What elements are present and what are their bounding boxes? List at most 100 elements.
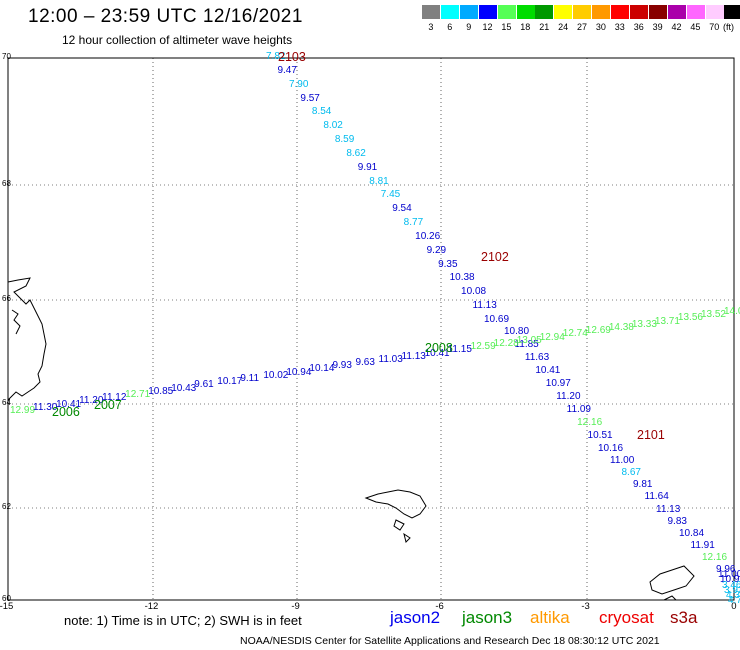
colorbar-label: (ft) [723, 22, 734, 32]
swh-label: 11.63 [524, 352, 550, 363]
colorbar-swatch [592, 5, 611, 19]
swh-label: 7.82 [266, 51, 286, 62]
swh-label: 9.57 [300, 92, 320, 104]
map-frame [7, 57, 735, 601]
y-tick-label: 68 [2, 179, 11, 188]
colorbar-label: 12 [482, 22, 493, 32]
swh-label: 7.90 [288, 78, 309, 90]
swh-label: 10.08 [461, 286, 487, 298]
colorbar-swatch [629, 5, 648, 19]
cycle-label: 2008 [425, 341, 453, 355]
swh-label: 11.13 [401, 350, 426, 362]
swh-label: 12.94 [539, 331, 565, 343]
swh-label: 12.59 [470, 341, 496, 353]
swh-label: 12.16 [702, 552, 728, 563]
colorbar-label: 6 [447, 22, 453, 32]
swh-label: 7.45 [380, 189, 401, 201]
swh-label: 9.63 [355, 357, 375, 369]
swh-label: 11.85 [514, 339, 539, 350]
swh-label: 11.03 [378, 353, 403, 365]
swh-label: 3.92 [724, 584, 740, 596]
swh-label: 14.38 [608, 321, 634, 333]
coastline-iceland [7, 277, 47, 401]
swh-label: 10.85 [148, 385, 174, 397]
legend-entry-altika: altika [530, 608, 570, 627]
swh-label: 12.28 [493, 337, 519, 349]
cycle-label: 2101 [637, 428, 665, 442]
cycle-label: 2007 [94, 398, 122, 412]
colorbar-label: 36 [633, 22, 644, 32]
swh-label: 11.13 [656, 503, 681, 515]
swh-label: 10.94 [286, 366, 312, 378]
swh-label: 11.30 [33, 401, 58, 413]
x-tick-label: 0 [731, 601, 737, 612]
swh-label: 4.3 [726, 589, 740, 601]
swh-label: 10.41 [424, 347, 450, 359]
swh-label: 13.33 [631, 318, 657, 330]
swh-label: 11.12 [102, 392, 127, 404]
swh-label: 10.69 [484, 314, 510, 325]
cycle-label: 2006 [52, 405, 80, 419]
swh-label: 10.16 [598, 443, 624, 454]
swh-label: 8.77 [403, 217, 424, 229]
swh-label: 9.54 [392, 203, 412, 215]
colorbar-label: 33 [614, 22, 625, 32]
swh-label: 9.11 [240, 373, 260, 385]
swh-label: 8.67 [621, 467, 641, 479]
swh-label: 12.74 [562, 328, 588, 340]
swh-label: 9.81 [633, 479, 653, 491]
graticule [8, 58, 734, 600]
y-tick-label: 62 [2, 502, 11, 511]
y-tick-label: 64 [2, 398, 11, 407]
colorbar-swatch [648, 5, 667, 19]
colorbar-swatch [459, 5, 478, 19]
swh-label: 8.54 [311, 106, 332, 118]
swh-label: 10.17 [217, 376, 243, 388]
swh-label: 11.00 [610, 455, 635, 466]
map-title: 12:00 – 23:59 UTC 12/16/2021 [28, 6, 303, 27]
coastline-faroe [364, 489, 427, 543]
swh-label: 11.09 [566, 404, 591, 415]
swh-label: 11.64 [644, 491, 669, 503]
legend-entry-jason3: jason3 [462, 608, 513, 627]
swh-label: 13.52 [700, 309, 726, 321]
footer-credit: NOAA/NESDIS Center for Satellite Applica… [240, 635, 660, 647]
swh-label: 10.38 [449, 272, 475, 284]
colorbar-swatch [422, 5, 441, 19]
colorbar-swatch [724, 5, 740, 19]
swh-label: 10.51 [587, 430, 613, 441]
swh-label: 11.20 [556, 391, 581, 402]
colorbar-swatch [440, 5, 459, 19]
swh-label: 10.43 [171, 382, 197, 394]
map-subtitle: 12 hour collection of altimeter wave hei… [62, 33, 293, 47]
colorbar-swatch [667, 5, 686, 19]
swh-label: 9.29 [426, 244, 447, 256]
swh-label: 10.26 [415, 230, 441, 242]
note-text: note: 1) Time is in UTC; 2) SWH is in fe… [64, 613, 302, 628]
colorbar-swatch [686, 5, 705, 19]
cycle-label: 2103 [278, 50, 306, 64]
swh-label: 11.20 [79, 395, 104, 407]
swh-label: 9.61 [194, 379, 214, 391]
swh-label: 13.56 [677, 312, 703, 324]
legend-entry-jason2: jason2 [390, 608, 441, 627]
colorbar-swatch [611, 5, 630, 19]
colorbar-label: 24 [558, 22, 569, 32]
swh-label: 11.00 [718, 569, 740, 581]
colorbar-swatch [573, 5, 592, 19]
swh-label: 10.80 [504, 326, 530, 337]
colorbar-label: 18 [520, 22, 531, 32]
swh-label: 9.35 [438, 258, 458, 270]
colorbar-swatch [554, 5, 573, 19]
swh-label: 12.69 [585, 325, 611, 337]
colorbar-swatch [516, 5, 535, 19]
swh-label: 9.96 [716, 564, 736, 575]
swh-label: 8.62 [346, 147, 366, 159]
swh-label: 9.91 [357, 161, 378, 173]
swh-label: 10.14 [309, 363, 335, 375]
colorbar-label: 15 [501, 22, 512, 32]
x-tick-label: -12 [144, 601, 159, 612]
swh-label: 10.84 [679, 527, 705, 539]
swh-label: 8.02 [323, 120, 343, 132]
